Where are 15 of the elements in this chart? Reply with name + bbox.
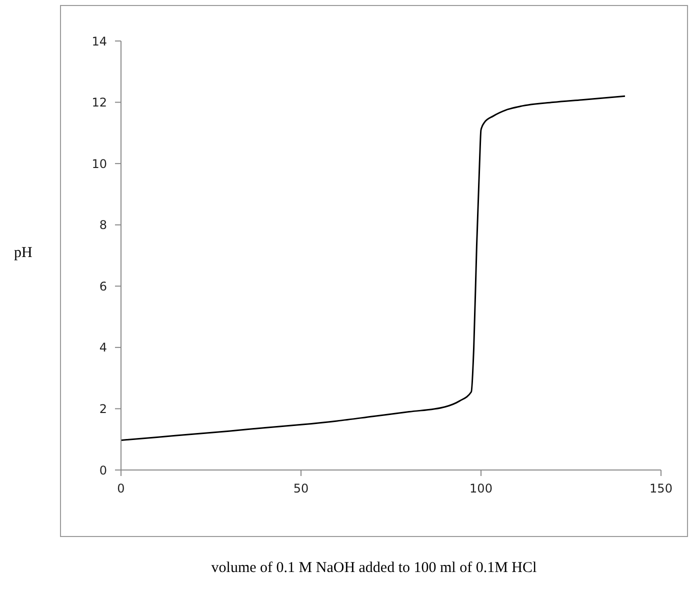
y-tick-label: 12 [92, 96, 107, 110]
x-axis-title: volume of 0.1 M NaOH added to 100 ml of 0.1M HCl [210, 560, 538, 577]
x-tick-label: 0 [117, 482, 125, 496]
x-tick-label: 150 [650, 482, 672, 496]
x-tick-label: 100 [470, 482, 492, 496]
y-axis-title: pH [14, 245, 32, 262]
y-tick-label: 4 [99, 340, 107, 355]
y-tick-label: 0 [99, 463, 107, 478]
line-series [121, 95, 626, 442]
y-tick-label: 6 [99, 279, 107, 294]
y-tick-label: 2 [99, 402, 107, 416]
y-tick-label: 8 [99, 218, 107, 232]
x-tick-label: 50 [293, 482, 309, 496]
y-tick-label: 10 [92, 156, 107, 171]
y-tick-label: 14 [92, 34, 107, 48]
